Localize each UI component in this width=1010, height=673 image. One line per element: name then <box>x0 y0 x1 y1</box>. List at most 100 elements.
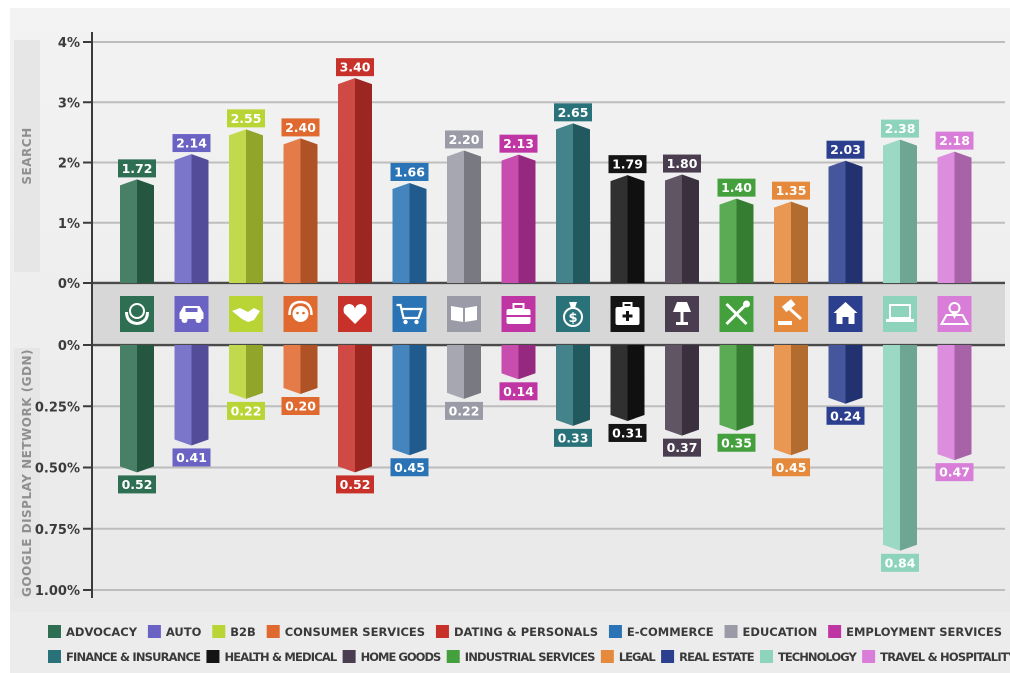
gdn-bar <box>937 345 955 461</box>
legend-label: INDUSTRIAL SERVICES <box>465 650 596 664</box>
search-bar-shade <box>954 151 972 283</box>
lamp-icon <box>673 302 691 312</box>
search-value-box <box>445 130 483 149</box>
search-bar <box>174 154 192 283</box>
gdn-value-box <box>935 463 974 482</box>
money-bag-icon: $ <box>568 311 577 326</box>
legend-swatch <box>212 625 226 638</box>
search-bar <box>665 174 682 283</box>
gdn-bar-shade <box>409 345 427 456</box>
search-value-box <box>881 119 919 138</box>
gdn-bar <box>283 345 301 394</box>
search-value-box <box>281 118 320 137</box>
gavel-icon <box>781 299 796 313</box>
search-value-label: 1.40 <box>721 180 752 195</box>
globe-hands-icon <box>129 303 145 319</box>
car-icon <box>179 306 204 319</box>
search-bar <box>283 138 301 283</box>
search-bar-shade <box>355 78 372 284</box>
gdn-bar-shade <box>355 345 372 473</box>
gdn-bar-group <box>828 345 863 404</box>
search-bar-group <box>283 138 318 283</box>
car-icon-group <box>179 306 204 323</box>
gdn-tick-label: 0.50% <box>35 462 80 477</box>
gdn-bar-group <box>229 345 263 399</box>
legend-swatch <box>600 650 614 663</box>
search-bar-group <box>665 174 699 283</box>
search-bar <box>392 182 410 283</box>
gdn-bar <box>174 345 192 446</box>
legend-swatch <box>48 650 61 663</box>
legend-swatch <box>862 650 876 663</box>
legend-swatch <box>446 650 460 663</box>
legend-item: EMPLOYMENT SERVICES <box>828 625 1002 639</box>
search-bar-shade <box>246 129 263 283</box>
gdn-value-label: 0.41 <box>176 450 207 465</box>
car-icon <box>185 308 198 312</box>
search-bar-group <box>610 175 645 283</box>
search-bar-group <box>556 123 590 284</box>
legend-swatch <box>435 625 449 638</box>
search-bar <box>556 123 573 284</box>
briefcase-icon <box>512 303 525 310</box>
handshake-icon-group <box>232 308 260 322</box>
heart-icon <box>343 304 367 324</box>
gdn-bar <box>774 345 791 456</box>
gdn-bar <box>828 345 846 404</box>
legend-item: EDUCATION <box>724 625 817 639</box>
search-value-box <box>826 140 865 159</box>
map-pin-icon-group <box>939 302 970 325</box>
search-tick-label: 2% <box>58 157 80 172</box>
gdn-value-label: 0.84 <box>885 555 916 570</box>
gdn-value-label: 0.45 <box>394 460 425 475</box>
legend-item: TECHNOLOGY <box>759 650 857 664</box>
legend-label: CONSUMER SERVICES <box>285 625 425 639</box>
gdn-tick-label: 0.25% <box>35 400 80 415</box>
gdn-bar <box>120 345 137 473</box>
search-value-box <box>935 131 974 150</box>
gavel-icon <box>788 307 803 321</box>
gdn-value-label: 0.31 <box>612 425 643 440</box>
search-bar <box>883 139 900 283</box>
search-bar-group <box>174 154 209 283</box>
gdn-tick-label: 0% <box>58 339 80 354</box>
shopping-cart-icon <box>396 303 424 320</box>
search-bar-shade <box>409 182 427 283</box>
search-bar <box>610 175 628 283</box>
house-icon <box>833 302 858 324</box>
legend-label: HEALTH & MEDICAL <box>224 650 337 664</box>
legend-item: ADVOCACY <box>48 625 138 639</box>
headset-agent-icon <box>288 300 313 316</box>
legend-item: FINANCE & INSURANCE <box>48 650 201 664</box>
search-tick-label: 3% <box>58 96 80 111</box>
search-value-label: 2.38 <box>885 121 916 136</box>
gdn-bar <box>447 345 464 399</box>
category-icon-tile <box>392 296 427 332</box>
search-bar <box>828 160 846 283</box>
tools-icon <box>725 302 748 326</box>
shopping-cart-icon <box>414 319 419 325</box>
category-icon-tile <box>883 296 917 332</box>
search-bar <box>719 198 737 283</box>
car-icon <box>181 317 188 323</box>
legend-swatch <box>147 625 161 638</box>
gdn-value-box <box>717 433 756 452</box>
search-bar-shade <box>845 160 863 283</box>
search-tick-label: 4% <box>58 36 80 51</box>
search-value-box <box>663 154 701 173</box>
shopping-cart-icon <box>403 319 408 325</box>
gdn-bar <box>556 345 573 426</box>
gdn-bar-shade <box>300 345 318 394</box>
globe-hands-icon <box>125 312 149 325</box>
search-bar-group <box>338 78 372 284</box>
open-book-icon <box>451 306 463 322</box>
legend-swatch <box>48 625 61 638</box>
gdn-bar-shade <box>518 345 536 380</box>
laptop-icon-group <box>886 304 914 322</box>
search-bar <box>338 78 355 284</box>
globe-hands-icon-group <box>125 303 149 325</box>
legend-label: E-COMMERCE <box>627 625 714 639</box>
legend-swatch <box>661 650 675 663</box>
search-value-label: 1.80 <box>667 156 698 171</box>
search-value-label: 2.20 <box>449 132 480 147</box>
